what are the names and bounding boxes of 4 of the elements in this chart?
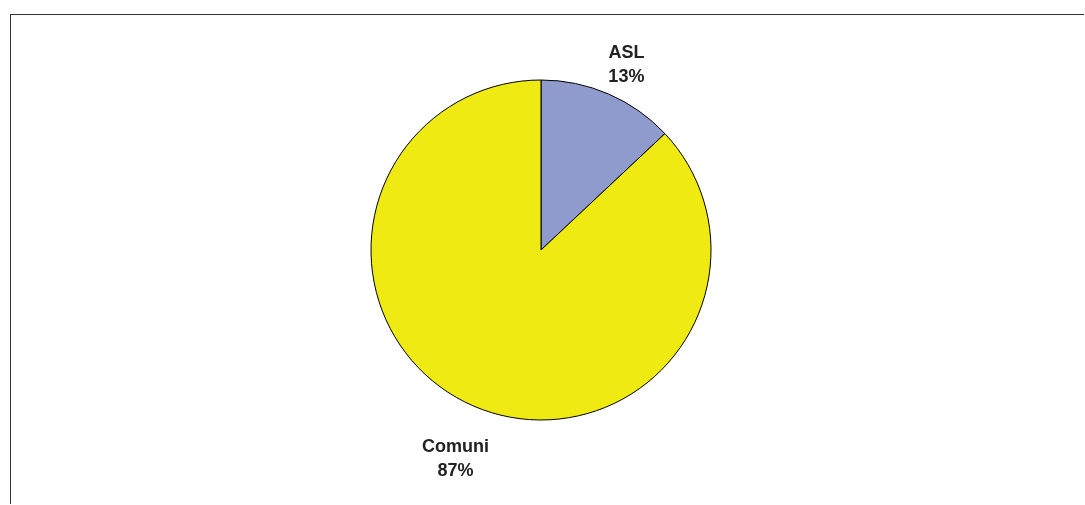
slice-label: ASL [608,41,645,62]
slice-label: Comuni [422,436,490,457]
data-label: 87% [437,460,474,481]
data-label: 13% [608,65,645,86]
